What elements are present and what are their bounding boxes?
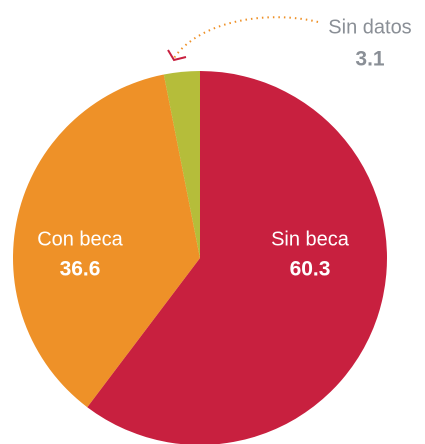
slice-label: Con beca (37, 228, 123, 250)
slice-value: 3.1 (355, 48, 385, 71)
slice-value: 36.6 (60, 258, 101, 281)
callout-arrowhead (167, 49, 187, 62)
slice-value: 60.3 (290, 258, 331, 281)
callout-arrow (173, 16, 319, 59)
slice-label: Sin datos (328, 16, 411, 38)
pie-slice (13, 74, 200, 408)
slice-label: Sin beca (271, 228, 350, 250)
pie-slice (87, 71, 387, 444)
pie-slice (163, 71, 200, 258)
